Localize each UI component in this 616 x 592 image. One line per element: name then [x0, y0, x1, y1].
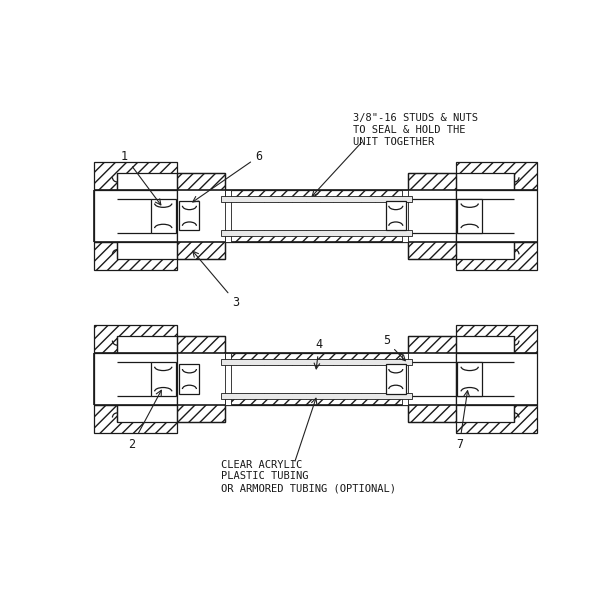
- Bar: [408, 173, 456, 259]
- Text: 1: 1: [121, 150, 161, 205]
- Text: CLEAR ACRYLIC
PLASTIC TUBING
OR ARMORED TUBING (OPTIONAL): CLEAR ACRYLIC PLASTIC TUBING OR ARMORED …: [221, 460, 396, 493]
- Bar: [402, 189, 408, 242]
- Polygon shape: [456, 242, 538, 270]
- Polygon shape: [94, 325, 177, 353]
- Bar: [177, 173, 225, 259]
- Bar: [408, 353, 456, 405]
- Bar: [402, 353, 408, 405]
- Text: 5: 5: [383, 334, 405, 361]
- Bar: [408, 336, 456, 422]
- Bar: [177, 189, 225, 242]
- Bar: [151, 199, 176, 233]
- Text: 3: 3: [193, 251, 240, 309]
- Bar: [94, 353, 177, 405]
- Bar: [221, 196, 412, 202]
- Text: 3/8"-16 STUDS & NUTS
TO SEAL & HOLD THE
UNIT TOGETHER: 3/8"-16 STUDS & NUTS TO SEAL & HOLD THE …: [354, 114, 479, 147]
- Bar: [179, 201, 200, 230]
- Bar: [225, 189, 231, 242]
- Polygon shape: [94, 242, 177, 270]
- Bar: [221, 393, 412, 399]
- Polygon shape: [456, 162, 538, 189]
- Bar: [225, 353, 408, 363]
- Bar: [225, 189, 408, 201]
- Bar: [179, 365, 200, 394]
- Polygon shape: [456, 405, 538, 433]
- Bar: [456, 189, 538, 242]
- Bar: [225, 201, 408, 231]
- Text: 7: 7: [456, 391, 469, 451]
- Bar: [408, 189, 456, 242]
- Text: 6: 6: [193, 150, 263, 202]
- Bar: [221, 359, 412, 365]
- Bar: [386, 201, 406, 230]
- Bar: [225, 353, 231, 405]
- Bar: [221, 230, 412, 236]
- Bar: [225, 231, 408, 242]
- Bar: [177, 336, 225, 422]
- Bar: [225, 363, 408, 394]
- Bar: [386, 365, 406, 394]
- Bar: [151, 362, 176, 396]
- Text: 2: 2: [129, 390, 161, 451]
- Text: 4: 4: [314, 338, 323, 369]
- Bar: [177, 353, 225, 405]
- Polygon shape: [94, 162, 177, 189]
- Bar: [225, 394, 408, 405]
- Polygon shape: [456, 325, 538, 353]
- Bar: [458, 199, 482, 233]
- Bar: [94, 189, 177, 242]
- Bar: [456, 353, 538, 405]
- Bar: [458, 362, 482, 396]
- Polygon shape: [94, 405, 177, 433]
